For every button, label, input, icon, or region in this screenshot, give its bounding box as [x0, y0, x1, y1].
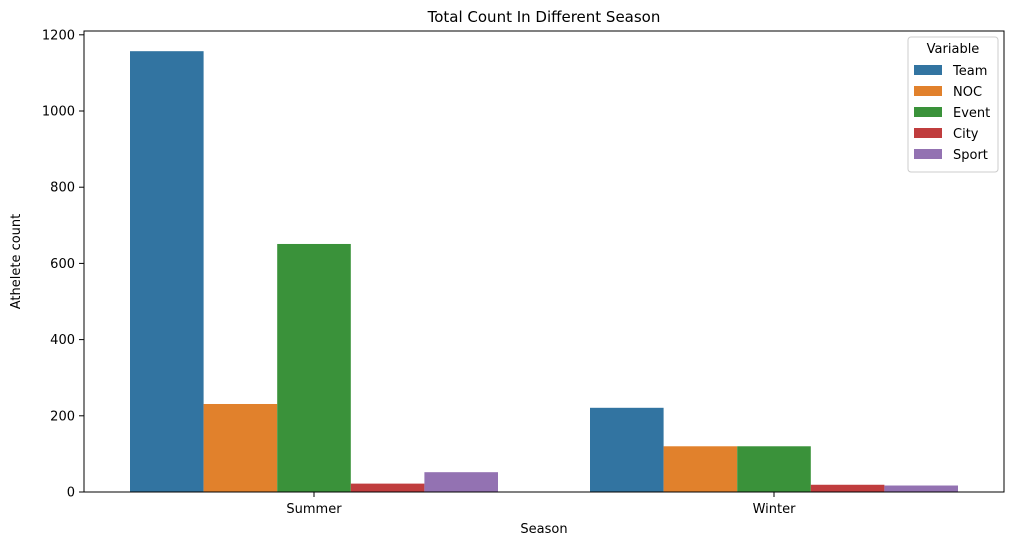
legend-swatch-city — [914, 128, 942, 138]
y-tick-label: 800 — [50, 181, 75, 196]
plot-frame — [83, 30, 1005, 493]
x-tick-label-summer: Summer — [286, 502, 342, 517]
y-tick-label: 1200 — [42, 28, 75, 43]
y-axis-title: Athelete count — [9, 214, 24, 310]
chart-title: Total Count In Different Season — [427, 8, 661, 26]
legend-label-city: City — [953, 127, 979, 142]
legend-items: Team NOC Event City Sport — [914, 64, 990, 163]
legend-label-sport: Sport — [953, 148, 988, 163]
legend: Variable Team NOC Event City Sport — [907, 36, 999, 173]
bar-noc-winter — [663, 446, 738, 492]
y-tick-label: 0 — [67, 486, 75, 501]
x-axis-title: Season — [520, 522, 567, 537]
legend-swatch-event — [914, 107, 942, 117]
bar-noc-summer — [203, 403, 278, 492]
axes-layer: 0 200 400 600 800 1000 1200 Summer Winter — [42, 28, 1005, 517]
legend-swatch-sport — [914, 149, 942, 159]
legend-title: Variable — [927, 42, 980, 57]
bar-event-winter — [737, 446, 811, 492]
x-tick-label-winter: Winter — [753, 502, 797, 517]
legend-label-team: Team — [952, 64, 987, 79]
legend-swatch-noc — [914, 86, 942, 96]
legend-swatch-team — [914, 65, 942, 75]
bar-city-summer — [350, 483, 425, 492]
bar-event-summer — [277, 243, 351, 492]
y-tick-label: 200 — [50, 409, 75, 424]
bars-layer — [130, 51, 958, 492]
legend-label-noc: NOC — [953, 85, 982, 100]
bar-team-summer — [130, 51, 204, 492]
bar-sport-summer — [424, 472, 498, 492]
legend-label-event: Event — [953, 106, 990, 121]
y-tick-label: 600 — [50, 257, 75, 272]
y-tick-label: 1000 — [42, 105, 75, 120]
y-tick-label: 400 — [50, 333, 75, 348]
bar-sport-winter — [884, 485, 958, 492]
bar-team-winter — [590, 407, 664, 492]
bar-city-winter — [810, 484, 885, 492]
